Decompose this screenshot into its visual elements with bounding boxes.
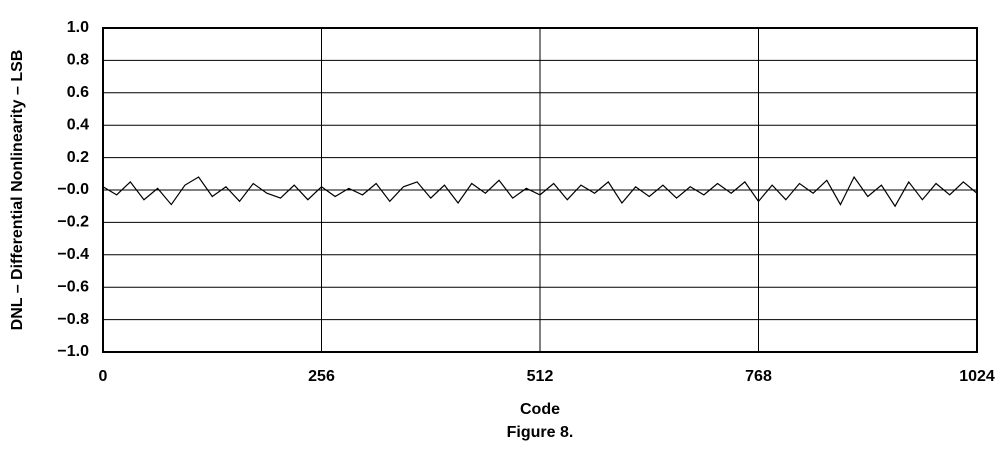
x-tick-label: 768	[745, 368, 772, 385]
y-tick-label: −0.2	[57, 214, 89, 231]
y-tick-label: −0.8	[57, 311, 89, 328]
caption: Figure 8.	[507, 424, 574, 441]
y-axis-label: DNL – Differential Nonlinearity – LSB	[9, 50, 26, 331]
y-tick-label: −0.0	[57, 181, 89, 198]
y-tick-label: −1.0	[57, 343, 89, 360]
y-tick-label: −0.6	[57, 278, 89, 295]
x-axis-label: Code	[520, 401, 560, 418]
data-line	[102, 175, 978, 208]
y-tick-label: 0.6	[67, 84, 89, 101]
y-tick-label: 0.8	[67, 52, 89, 69]
x-tick-label: 512	[527, 368, 554, 385]
y-tick-label: 1.0	[67, 19, 89, 36]
y-tick-label: 0.4	[67, 116, 89, 133]
x-tick-label: 0	[99, 368, 108, 385]
x-tick-label: 1024	[959, 368, 995, 385]
x-tick-label: 256	[308, 368, 335, 385]
y-tick-label: −0.4	[57, 246, 89, 263]
y-tick-label: 0.2	[67, 149, 89, 166]
plot-frame	[102, 27, 978, 353]
